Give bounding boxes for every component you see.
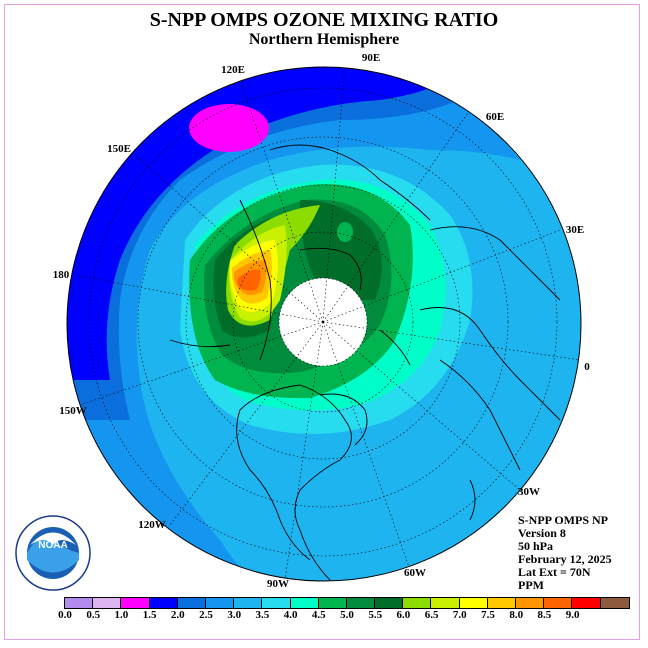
colorbar-cell — [346, 598, 376, 608]
colorbar-label: 0.5 — [86, 609, 101, 621]
colorbar-label: 3.5 — [255, 609, 270, 621]
image-frame — [4, 4, 640, 640]
colorbar-cell — [177, 598, 206, 608]
colorbar-label: 0.0 — [58, 609, 72, 621]
colorbar-label: 7.5 — [481, 609, 495, 621]
colorbar-cell — [205, 598, 235, 608]
lon-label-150w: 150W — [59, 405, 87, 417]
colorbar-cell — [318, 598, 347, 608]
meridians — [74, 67, 581, 581]
colorbar-label: 4.5 — [311, 609, 326, 621]
colorbar-cell — [149, 598, 178, 608]
colorbar-label: 5.5 — [368, 609, 383, 621]
colorbar-label: 5.0 — [340, 609, 354, 621]
colorbar-cell — [544, 598, 573, 608]
lon-label-180: 180 — [53, 269, 70, 281]
info-version: Version 8 — [518, 526, 566, 540]
lon-label-120w: 120W — [138, 519, 166, 531]
noaa-logo: NOAA — [15, 515, 91, 591]
lon-label-120e: 120E — [221, 64, 245, 76]
logo-text: NOAA — [38, 540, 67, 551]
lon-label-0: 0 — [584, 361, 590, 373]
colorbar-label: 2.0 — [170, 609, 185, 621]
lon-label-150e: 150E — [107, 143, 131, 155]
latitude-circles — [88, 87, 558, 557]
colorbar-labels: 0.0 0.5 1.0 1.5 2.0 2.5 3.0 3.5 4.0 4.5 5.0 5.5 6.0 6… — [0, 609, 648, 623]
info-instrument: S-NPP OMPS NP — [518, 513, 608, 527]
colorbar-cell — [121, 598, 150, 608]
colorbar-cell — [516, 598, 545, 608]
info-date: February 12, 2025 — [518, 552, 612, 566]
lon-label-90w: 90W — [267, 578, 289, 590]
colorbar-cell — [431, 598, 460, 608]
lon-label-60w: 60W — [404, 567, 426, 579]
colorbar-label: 7.0 — [452, 609, 467, 621]
colorbar-cell — [403, 598, 432, 608]
colorbar-label: 3.0 — [227, 609, 242, 621]
lon-label-60e: 60E — [486, 111, 504, 123]
colorbar-cell — [93, 598, 122, 608]
colorbar-label: 1.0 — [114, 609, 129, 621]
colorbar-label: 8.5 — [537, 609, 552, 621]
colorbar-cell — [572, 598, 601, 608]
colorbar-cell — [487, 598, 516, 608]
info-block: S-NPP OMPS NP Version 8 50 hPa February … — [518, 514, 612, 592]
map-subtitle: Northern Hemisphere — [248, 31, 400, 48]
colorbar-label: 6.0 — [396, 609, 411, 621]
lon-label-30w: 30W — [518, 486, 540, 498]
colorbar-label: 2.5 — [199, 609, 213, 621]
colorbar-cell — [262, 598, 291, 608]
info-units: PPM — [518, 578, 544, 592]
lon-label-90e: 90E — [362, 52, 380, 64]
colorbar-label: 1.5 — [142, 609, 157, 621]
colorbar-label: 9.0 — [565, 609, 580, 621]
colorbar-label: 6.5 — [424, 609, 439, 621]
coastlines — [169, 144, 561, 581]
colorbar-cell — [290, 598, 319, 608]
colorbar-cell — [65, 598, 94, 608]
colorbar-label: 8.0 — [509, 609, 524, 621]
colorbar-label: 4.0 — [283, 609, 298, 621]
colorbar-cell — [234, 598, 263, 608]
info-pressure-level: 50 hPa — [518, 539, 554, 553]
info-lat-extent: Lat Ext = 70N — [518, 565, 591, 579]
colorbar-cell — [375, 598, 404, 608]
lon-label-30e: 30E — [566, 224, 584, 236]
colorbar — [64, 597, 630, 609]
colorbar-cell — [600, 598, 629, 608]
ozone-field — [67, 67, 581, 581]
colorbar-cell — [459, 598, 488, 608]
map-title: S-NPP OMPS OZONE MIXING RATIO — [149, 9, 499, 31]
